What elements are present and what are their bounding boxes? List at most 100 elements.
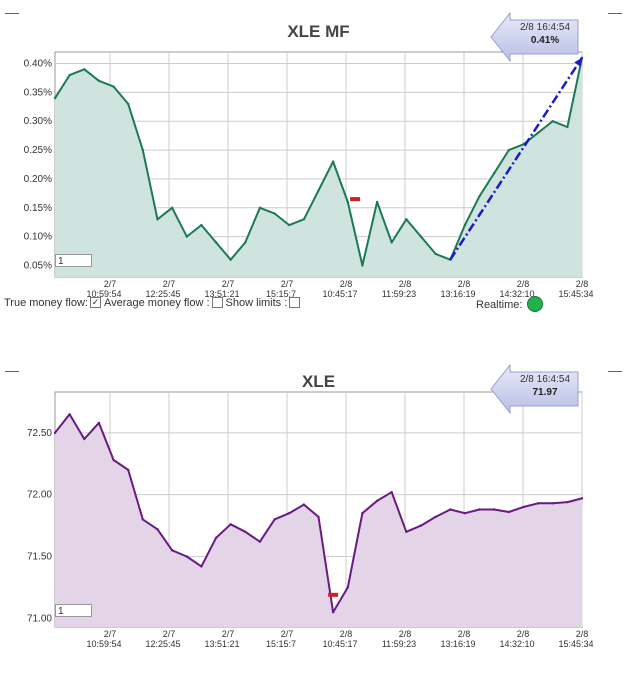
xle-price-chart-panel: — — XLE 2/7 10:59:54 2/7 12:25:45 2/7 13:51:2… bbox=[0, 350, 637, 678]
x-tick-time: 15:45:34 bbox=[558, 289, 593, 299]
session-marker bbox=[328, 592, 339, 597]
callout-value: 71.97 bbox=[532, 387, 558, 398]
trend-line bbox=[449, 57, 584, 261]
data-point bbox=[390, 241, 393, 244]
x-tick-date: 2/8 bbox=[458, 629, 471, 639]
callout-time: 2/8 16:4:54 bbox=[519, 374, 571, 385]
callout-value: 0.41% bbox=[530, 35, 560, 46]
x-tick-date: 2/7 bbox=[163, 629, 176, 639]
data-point bbox=[419, 524, 423, 527]
average-money-flow-label: Average money flow : bbox=[103, 297, 210, 310]
data-point bbox=[244, 530, 247, 533]
minimize-right-icon[interactable]: — bbox=[608, 4, 622, 20]
data-point bbox=[258, 540, 262, 543]
x-tick-time: 14:32:10 bbox=[499, 289, 534, 299]
data-point bbox=[302, 503, 306, 506]
data-point bbox=[83, 68, 86, 71]
average-money-flow-checkbox[interactable] bbox=[211, 296, 223, 308]
zoom-input[interactable]: 1 bbox=[55, 604, 92, 617]
x-tick-date: 2/8 bbox=[340, 629, 353, 639]
data-point bbox=[141, 148, 145, 152]
value-callout: 2/8 16:4:54 0.41% bbox=[490, 12, 580, 62]
y-tick-label: 0.10% bbox=[24, 232, 52, 243]
data-point bbox=[126, 102, 130, 106]
zoom-input[interactable]: 1 bbox=[55, 254, 92, 267]
data-point bbox=[288, 512, 291, 515]
data-point bbox=[478, 195, 481, 198]
data-point bbox=[156, 528, 159, 531]
x-tick-date: 2/7 bbox=[104, 629, 117, 639]
x-tick-date: 2/7 bbox=[281, 629, 294, 639]
data-point bbox=[83, 437, 86, 441]
x-tick-time: 12:25:45 bbox=[145, 289, 180, 299]
realtime-label: Realtime: bbox=[476, 298, 523, 311]
data-point bbox=[361, 264, 364, 267]
x-tick-date: 2/8 bbox=[576, 279, 589, 289]
data-point bbox=[522, 505, 525, 509]
data-point bbox=[449, 508, 452, 511]
data-point bbox=[331, 610, 335, 614]
data-point bbox=[288, 223, 291, 227]
data-point bbox=[492, 508, 496, 511]
data-point bbox=[273, 212, 276, 215]
data-point bbox=[390, 490, 393, 494]
y-tick-label: 0.30% bbox=[24, 116, 52, 127]
x-tick-time: 11:59:23 bbox=[382, 639, 416, 649]
x-tick-time: 10:45:17 bbox=[322, 289, 357, 299]
data-point bbox=[375, 499, 379, 503]
data-point bbox=[463, 512, 467, 515]
x-tick-time: 13:16:19 bbox=[440, 289, 475, 299]
data-point bbox=[434, 515, 437, 519]
x-tick-time: 15:15:7 bbox=[266, 639, 296, 649]
x-tick-time: 13:51:21 bbox=[204, 289, 239, 299]
realtime-indicator: Realtime: bbox=[476, 296, 544, 313]
true-money-flow-label: True money flow: bbox=[4, 297, 88, 310]
xle-mf-plot[interactable]: 2/710:59:542/712:25:452/713:51:212/715:1… bbox=[0, 0, 637, 300]
data-point bbox=[463, 223, 467, 227]
data-point bbox=[346, 200, 349, 204]
data-point bbox=[97, 421, 101, 425]
xle-price-plot[interactable]: 2/710:59:542/712:25:452/713:51:212/715:1… bbox=[0, 350, 637, 678]
x-tick-time: 11:59:23 bbox=[382, 289, 416, 299]
x-tick-time: 14:32:10 bbox=[499, 639, 534, 649]
x-tick-time: 15:45:34 bbox=[558, 639, 593, 649]
data-point bbox=[170, 549, 174, 552]
show-limits-label: Show limits : bbox=[225, 297, 288, 310]
x-tick-time: 10:45:17 bbox=[322, 639, 357, 649]
data-point bbox=[492, 171, 496, 175]
data-point bbox=[200, 565, 203, 568]
x-tick-date: 2/7 bbox=[222, 279, 235, 289]
x-tick-time: 13:51:21 bbox=[204, 639, 239, 649]
data-point bbox=[434, 252, 437, 256]
y-tick-label: 71.00 bbox=[27, 613, 52, 624]
data-point bbox=[566, 500, 569, 504]
minimize-left-icon[interactable]: — bbox=[5, 4, 19, 20]
data-point bbox=[317, 189, 320, 192]
x-tick-time: 12:25:45 bbox=[145, 639, 180, 649]
data-point bbox=[53, 431, 57, 435]
x-tick-date: 2/8 bbox=[517, 279, 530, 289]
true-money-flow-checkbox[interactable]: ✓ bbox=[89, 296, 101, 308]
data-point bbox=[214, 536, 218, 540]
data-point bbox=[170, 206, 174, 209]
y-tick-label: 0.05% bbox=[24, 260, 52, 271]
callout-time: 2/8 16:4:54 bbox=[519, 22, 571, 33]
data-point bbox=[361, 512, 364, 515]
data-point bbox=[478, 508, 481, 511]
minimize-left-icon[interactable]: — bbox=[5, 362, 19, 378]
data-point bbox=[551, 502, 554, 505]
data-point bbox=[97, 79, 101, 83]
data-point bbox=[156, 218, 159, 221]
data-point bbox=[258, 206, 262, 209]
data-point bbox=[405, 218, 408, 221]
x-tick-date: 2/8 bbox=[517, 629, 530, 639]
show-limits-checkbox[interactable] bbox=[289, 296, 301, 308]
x-tick-time: 10:59:54 bbox=[86, 639, 121, 649]
x-tick-date: 2/7 bbox=[163, 279, 176, 289]
data-point bbox=[317, 515, 320, 519]
x-tick-date: 2/7 bbox=[281, 279, 294, 289]
area-fill bbox=[55, 57, 582, 277]
minimize-right-icon[interactable]: — bbox=[608, 362, 622, 378]
chart-title: XLE bbox=[301, 372, 336, 391]
trend-arrowhead bbox=[574, 57, 582, 67]
